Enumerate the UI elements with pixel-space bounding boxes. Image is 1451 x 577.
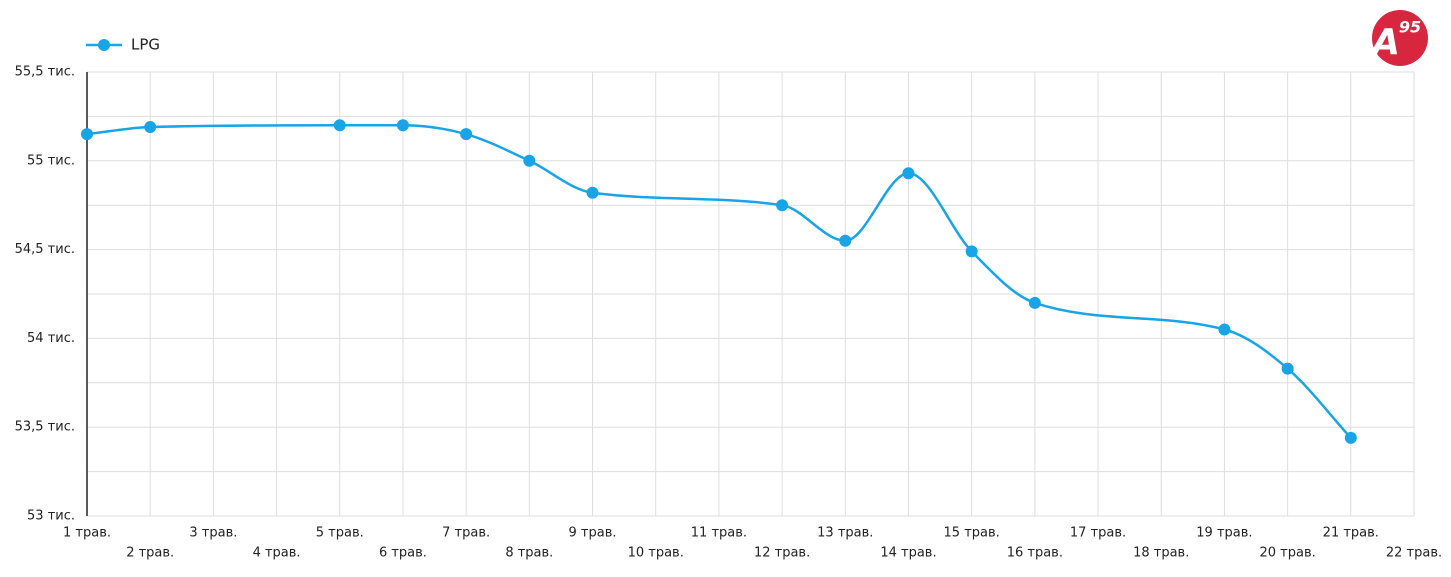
series-line: [86, 124, 1352, 439]
data-point: [523, 154, 536, 167]
x-tick-label: 12 трав.: [754, 546, 810, 561]
x-tick-label: 6 трав.: [379, 546, 427, 561]
data-point: [81, 128, 93, 141]
x-tick-label: 11 трав.: [691, 526, 747, 541]
x-tick-label: 21 трав.: [1323, 526, 1379, 541]
data-point: [776, 199, 789, 212]
x-tick-label: 8 трав.: [505, 546, 553, 561]
data-point: [333, 119, 346, 132]
logo-superscript: 95: [1399, 18, 1421, 37]
y-tick-label: 54,5 тис.: [15, 242, 75, 257]
legend-marker: [98, 39, 110, 51]
x-tick-label: 22 трав.: [1386, 546, 1442, 561]
x-tick-label: 4 трав.: [253, 546, 301, 561]
y-tick-label: 55 тис.: [27, 153, 75, 168]
x-tick-label: 9 трав.: [569, 526, 617, 541]
x-tick-label: 10 трав.: [628, 546, 684, 561]
data-point: [1218, 323, 1231, 336]
x-tick-label: 17 трав.: [1070, 526, 1126, 541]
logo-letter: A: [1369, 22, 1400, 63]
data-point: [839, 234, 852, 247]
x-tick-label: 5 трав.: [316, 526, 364, 541]
data-point: [396, 119, 409, 132]
x-tick-label: 1 трав.: [63, 526, 111, 541]
data-point: [586, 186, 599, 199]
logo-badge: [1372, 10, 1428, 66]
y-tick-label: 53 тис.: [27, 509, 75, 524]
data-point: [144, 121, 157, 134]
x-tick-label: 3 трав.: [189, 526, 237, 541]
x-tick-label: 15 трав.: [944, 526, 1000, 541]
x-tick-label: 16 трав.: [1007, 546, 1063, 561]
logo: A 95: [1369, 10, 1428, 66]
data-point: [965, 245, 978, 258]
x-tick-label: 7 трав.: [442, 526, 490, 541]
data-point: [460, 128, 473, 141]
x-tick-label: 2 трав.: [126, 546, 174, 561]
data-point: [1281, 362, 1294, 375]
x-tick-label: 20 трав.: [1259, 546, 1315, 561]
x-tick-label: 14 трав.: [880, 546, 936, 561]
data-point: [902, 167, 915, 180]
y-tick-label: 55,5 тис.: [15, 65, 75, 80]
data-point: [1028, 296, 1041, 309]
y-tick-label: 54 тис.: [27, 331, 75, 346]
data-point: [1344, 431, 1357, 444]
x-tick-label: 18 трав.: [1133, 546, 1189, 561]
legend-label: LPG: [131, 36, 160, 54]
y-tick-label: 53,5 тис.: [15, 420, 75, 435]
x-tick-label: 19 трав.: [1196, 526, 1252, 541]
x-tick-label: 13 трав.: [817, 526, 873, 541]
